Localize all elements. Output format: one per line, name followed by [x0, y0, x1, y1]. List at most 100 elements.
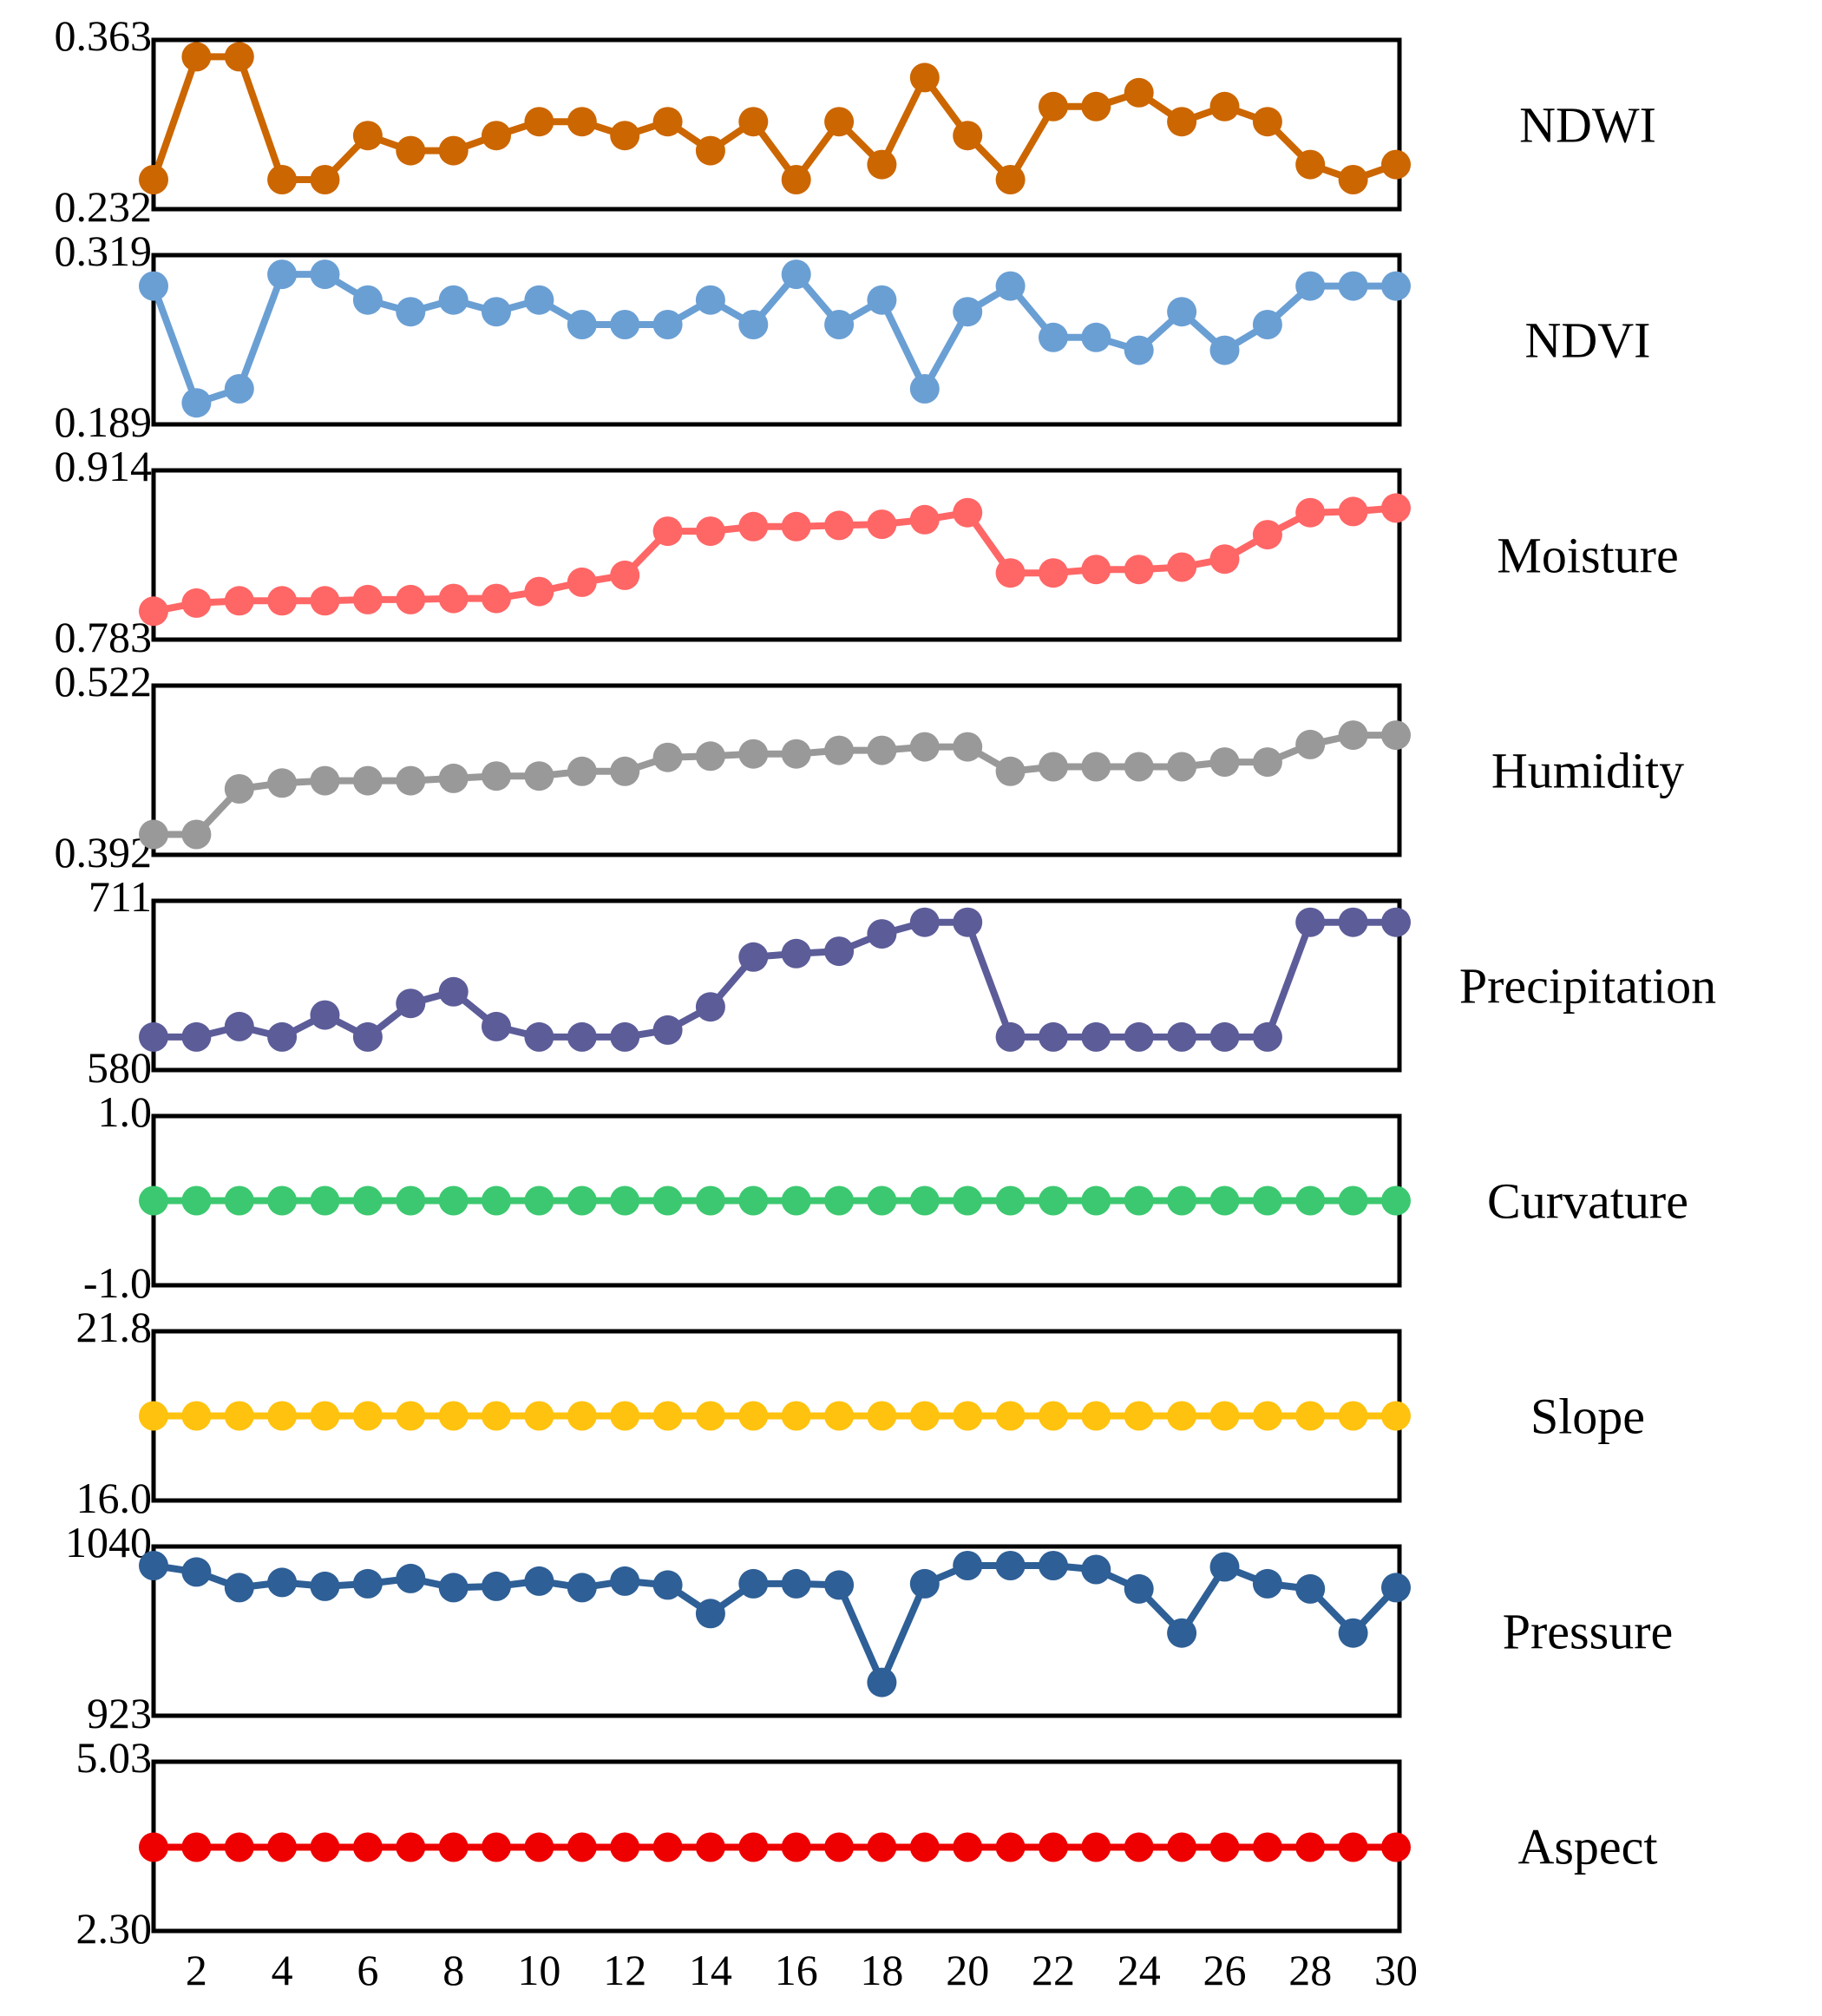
data-point-precipitation [995, 1021, 1026, 1052]
data-point-pressure [1338, 1618, 1368, 1648]
data-point-pressure [995, 1551, 1026, 1580]
data-point-slope [1295, 1401, 1326, 1431]
data-point-slope [1124, 1401, 1154, 1431]
y-min-label-humidity: 0.392 [55, 828, 153, 877]
data-point-curvature [610, 1185, 640, 1216]
data-point-aspect [352, 1832, 383, 1862]
data-point-curvature [438, 1185, 469, 1216]
data-point-precipitation [1252, 1021, 1282, 1052]
panel-aspect: 5.03 2.30 Aspect [76, 1733, 1658, 1953]
data-point-slope [995, 1401, 1026, 1431]
y-max-label-pressure: 1040 [65, 1518, 152, 1566]
data-point-slope [396, 1401, 426, 1431]
data-point-humidity [267, 768, 298, 798]
y-min-label-ndwi: 0.232 [55, 182, 153, 231]
data-point-ndwi [1252, 107, 1282, 137]
data-point-moisture [567, 567, 597, 597]
data-point-pressure [1081, 1554, 1111, 1585]
data-point-moisture [909, 504, 940, 535]
data-point-curvature [567, 1185, 597, 1216]
data-point-precipitation [867, 919, 897, 949]
data-point-curvature [1124, 1185, 1154, 1216]
data-point-slope [181, 1401, 212, 1431]
data-point-ndwi [139, 165, 168, 194]
data-point-curvature [524, 1185, 554, 1216]
data-point-ndwi [524, 107, 554, 137]
data-point-precipitation [1124, 1021, 1154, 1052]
data-point-moisture [1381, 493, 1411, 523]
data-point-slope [1252, 1401, 1282, 1431]
data-point-moisture [738, 511, 769, 542]
data-point-humidity [610, 756, 640, 786]
data-point-pressure [824, 1570, 855, 1600]
y-min-label-precipitation: 580 [87, 1043, 152, 1092]
data-point-aspect [1295, 1832, 1326, 1862]
data-point-ndwi [824, 107, 855, 137]
data-point-moisture [1252, 520, 1282, 550]
data-point-slope [1338, 1401, 1368, 1431]
data-point-humidity [524, 761, 554, 791]
data-point-humidity [181, 819, 212, 850]
data-point-aspect [482, 1832, 511, 1862]
data-point-aspect [824, 1832, 855, 1862]
data-point-aspect [909, 1832, 940, 1862]
data-point-precipitation [267, 1021, 298, 1052]
y-min-label-curvature: -1.0 [83, 1258, 152, 1307]
data-point-curvature [738, 1185, 769, 1216]
data-point-moisture [181, 588, 212, 618]
x-tick-label: 30 [1374, 1946, 1418, 1994]
data-point-slope [310, 1401, 340, 1431]
data-point-curvature [695, 1185, 725, 1216]
panel-label-curvature: Curvature [1487, 1173, 1688, 1230]
panel-humidity: 0.522 0.392 Humidity [55, 657, 1685, 877]
data-point-humidity [1295, 729, 1326, 759]
panel-frame-precipitation [151, 898, 1402, 1073]
data-point-precipitation [1295, 907, 1326, 937]
data-point-moisture [995, 558, 1026, 588]
panel-pressure: 1040 923 Pressure [65, 1518, 1673, 1737]
data-point-curvature [1209, 1185, 1240, 1216]
data-point-slope [867, 1401, 897, 1431]
data-point-curvature [781, 1185, 811, 1216]
data-point-aspect [181, 1832, 212, 1862]
x-tick-label: 14 [689, 1946, 732, 1994]
panel-label-pressure: Pressure [1503, 1604, 1674, 1660]
data-point-moisture [867, 509, 897, 540]
y-min-label-pressure: 923 [87, 1689, 152, 1737]
y-min-label-slope: 16.0 [76, 1474, 153, 1522]
data-point-ndwi [995, 165, 1026, 194]
data-point-curvature [1167, 1185, 1197, 1216]
data-point-aspect [1081, 1832, 1111, 1862]
data-point-ndwi [482, 121, 511, 151]
data-point-moisture [652, 516, 683, 547]
data-point-curvature [1295, 1185, 1326, 1216]
y-max-label-moisture: 0.914 [55, 442, 153, 490]
data-point-humidity [1381, 720, 1411, 751]
data-point-ndwi [953, 121, 983, 151]
series-line-moisture [150, 504, 1399, 615]
data-point-ndvi [267, 259, 298, 290]
data-point-aspect [1167, 1832, 1197, 1862]
panel-frame-pressure [151, 1544, 1402, 1718]
data-point-slope [695, 1401, 725, 1431]
data-point-slope [352, 1401, 383, 1431]
data-point-pressure [1295, 1573, 1326, 1604]
data-point-moisture [1295, 497, 1326, 528]
data-point-curvature [867, 1185, 897, 1216]
data-point-moisture [781, 511, 811, 542]
data-point-slope [567, 1401, 597, 1431]
x-tick-label: 28 [1288, 1946, 1332, 1994]
data-point-ndwi [1039, 91, 1068, 121]
series-line-ndvi [150, 271, 1399, 407]
data-point-humidity [867, 735, 897, 765]
data-point-aspect [995, 1832, 1026, 1862]
data-point-slope [610, 1401, 640, 1431]
data-point-humidity [1209, 747, 1240, 778]
data-point-aspect [438, 1832, 469, 1862]
data-point-curvature [482, 1185, 511, 1216]
data-point-ndwi [781, 165, 811, 194]
y-max-label-curvature: 1.0 [98, 1087, 153, 1136]
data-point-humidity [1167, 752, 1197, 782]
data-point-aspect [1124, 1832, 1154, 1862]
data-point-moisture [1039, 558, 1068, 588]
